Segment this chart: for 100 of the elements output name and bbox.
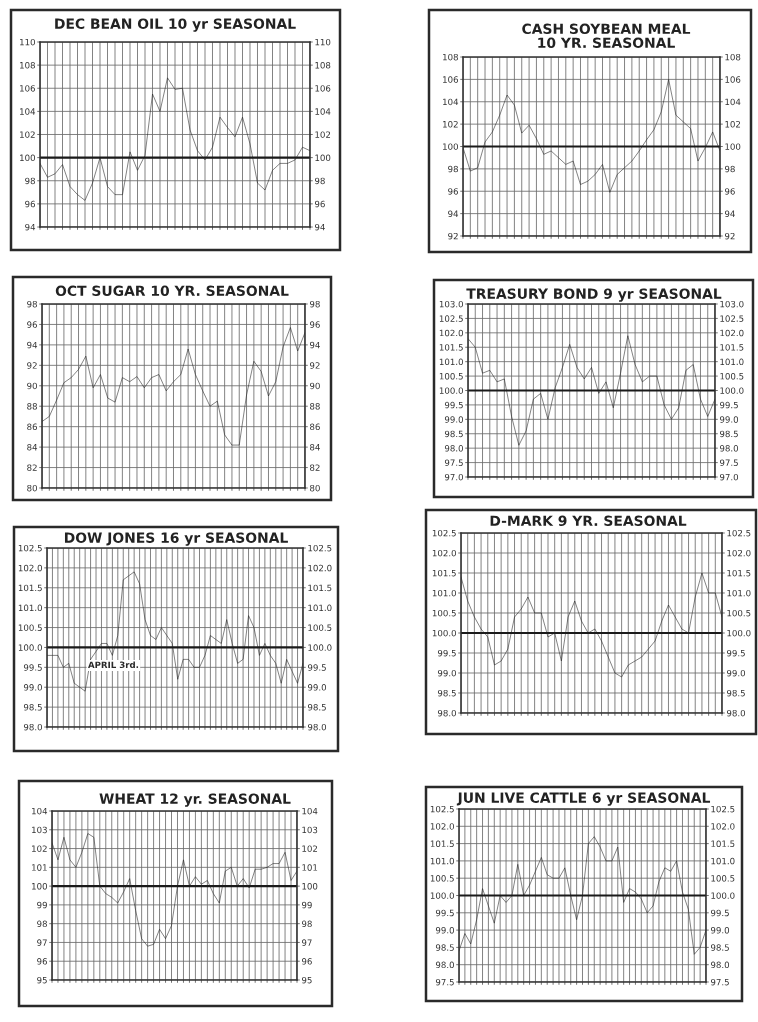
- y2-tick-label: 110: [315, 38, 331, 46]
- y-tick-label: 92: [448, 232, 458, 240]
- y-tick-label: 100: [32, 882, 47, 890]
- y2-tick-label: 100.0: [720, 387, 744, 394]
- y2-tick-label: 98.0: [719, 445, 739, 452]
- y2-tick-label: 98.0: [726, 709, 746, 717]
- y-tick-label: 101.0: [432, 589, 456, 597]
- y2-tick-label: 101.0: [711, 857, 735, 865]
- y-tick-label: 100.0: [430, 892, 454, 899]
- y-tick-label: 98: [27, 300, 37, 308]
- y-tick-label: 98.5: [435, 944, 454, 951]
- y-tick-label: 102.5: [432, 529, 456, 537]
- chart-title: WHEAT 12 yr. SEASONAL: [99, 793, 291, 807]
- y2-tick-label: 104: [725, 98, 741, 106]
- y2-tick-label: 90: [309, 382, 320, 390]
- y2-tick-label: 92: [724, 232, 735, 240]
- chart-title: D-MARK 9 YR. SEASONAL: [490, 515, 687, 527]
- chart-title: DEC BEAN OIL 10 yr SEASONAL: [55, 18, 296, 32]
- y2-tick-label: 99.5: [719, 401, 738, 409]
- y-tick-label: 100.0: [18, 644, 42, 651]
- y-tick-label: 94: [27, 341, 38, 349]
- y2-tick-label: 102: [302, 845, 318, 852]
- y2-tick-label: 100: [302, 882, 318, 890]
- y2-tick-label: 95: [301, 976, 312, 984]
- y-tick-label: 98.0: [437, 709, 456, 717]
- y-tick-label: 100.5: [432, 609, 456, 617]
- y-tick-label: 84: [27, 443, 38, 451]
- y-tick-label: 106: [443, 76, 459, 83]
- y-tick-label: 98.0: [23, 723, 42, 731]
- y-tick-label: 97.5: [435, 978, 454, 986]
- chart-title: JUN LIVE CATTLE 6 yr SEASONAL: [456, 792, 711, 806]
- chart-title: OCT SUGAR 10 YR. SEASONAL: [55, 285, 289, 297]
- y-tick-label: 96: [25, 200, 36, 208]
- y2-tick-label: 103: [302, 826, 318, 834]
- y2-tick-label: 98.5: [726, 689, 745, 697]
- y-tick-label: 101.5: [430, 840, 454, 847]
- y-tick-label: 82: [27, 464, 37, 471]
- y2-tick-label: 101.0: [308, 604, 332, 612]
- y-tick-label: 106: [20, 85, 36, 92]
- y-tick-label: 92: [27, 362, 37, 369]
- y-tick-label: 98: [448, 165, 458, 173]
- y-tick-label: 102: [32, 845, 47, 852]
- y-tick-label: 103: [32, 826, 47, 834]
- y-tick-label: 99: [37, 901, 47, 909]
- line-series: [461, 572, 722, 678]
- y2-tick-label: 97: [301, 939, 312, 946]
- y2-tick-label: 100.0: [711, 892, 735, 899]
- y2-tick-label: 99: [301, 901, 312, 909]
- y-tick-label: 99.0: [23, 684, 42, 691]
- y-tick-label: 99.5: [435, 909, 454, 917]
- line-series: [42, 327, 305, 446]
- y-tick-label: 98.0: [435, 961, 454, 969]
- y-tick-label: 99.5: [437, 649, 456, 657]
- y2-tick-label: 102.0: [711, 823, 735, 830]
- y2-tick-label: 101.5: [727, 569, 751, 577]
- y2-tick-label: 100.5: [720, 372, 744, 380]
- y2-tick-label: 100.5: [308, 624, 332, 631]
- line-series: [459, 836, 706, 955]
- y2-tick-label: 101.5: [308, 584, 332, 592]
- y2-tick-label: 99.0: [719, 416, 739, 423]
- y-tick-label: 100.5: [439, 372, 463, 380]
- y-tick-label: 90: [27, 382, 37, 390]
- y2-tick-label: 100.5: [711, 875, 735, 882]
- y2-tick-label: 84: [310, 443, 320, 451]
- y2-tick-label: 97.5: [710, 978, 729, 986]
- y-tick-label: 102.0: [430, 823, 454, 830]
- y2-tick-label: 100: [315, 154, 331, 162]
- annotation: APRIL 3rd.: [88, 661, 139, 669]
- y2-tick-label: 98: [314, 177, 325, 185]
- y-tick-label: 104: [20, 108, 36, 115]
- y-tick-label: 100.5: [18, 624, 42, 631]
- y-tick-label: 99.0: [437, 669, 456, 677]
- y-tick-label: 96: [37, 958, 48, 965]
- y-tick-label: 97.5: [444, 459, 463, 466]
- y-tick-label: 102.0: [439, 329, 463, 337]
- y-tick-label: 99.0: [444, 416, 463, 423]
- y2-tick-label: 103.0: [720, 300, 744, 308]
- y2-tick-label: 99.0: [726, 669, 746, 677]
- y-tick-label: 99.0: [435, 926, 454, 934]
- y2-tick-label: 102: [725, 121, 741, 128]
- y-tick-label: 104: [443, 98, 459, 106]
- y-tick-label: 98.0: [444, 445, 463, 452]
- y2-tick-label: 96: [301, 958, 312, 965]
- y2-tick-label: 98: [301, 920, 312, 928]
- y2-tick-label: 102.5: [711, 805, 735, 813]
- y2-tick-label: 94: [314, 223, 325, 231]
- y-tick-label: 96: [448, 188, 459, 195]
- y-tick-label: 99.5: [444, 401, 463, 409]
- line-series: [47, 571, 303, 692]
- y2-tick-label: 99.5: [726, 649, 745, 657]
- y-tick-label: 98.5: [437, 689, 456, 697]
- y-tick-label: 102: [443, 121, 458, 128]
- y-tick-label: 101.0: [18, 604, 42, 612]
- y2-tick-label: 98: [309, 300, 320, 308]
- y2-tick-label: 106: [315, 85, 331, 92]
- y-tick-label: 97.0: [444, 473, 463, 481]
- y-tick-label: 100: [443, 143, 458, 150]
- y2-tick-label: 96: [314, 200, 325, 208]
- line-series: [463, 79, 720, 193]
- y-tick-label: 100: [20, 154, 35, 162]
